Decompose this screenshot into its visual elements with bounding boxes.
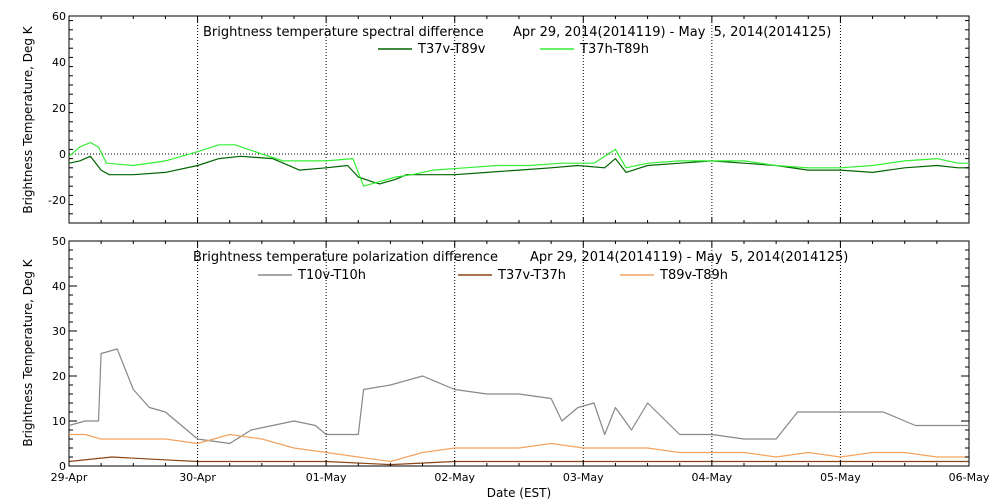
x-axis-tick-labels: 29-Apr 30-Apr 01-May 02-May 03-May 04-May 05-M… [51, 471, 990, 484]
y-tick-label: 0 [59, 460, 66, 473]
y-tick-label: 20 [52, 102, 66, 115]
x-tick-label: 30-Apr [179, 471, 216, 484]
x-ticks [68, 16, 970, 223]
y-tick-label: 0 [59, 148, 66, 161]
panel-series [68, 348, 969, 466]
legend-label: T37v-T89v [417, 42, 486, 57]
y-tick-label: 20 [52, 370, 66, 383]
panel-frame [68, 15, 970, 224]
panel-series [68, 141, 969, 187]
series-line-t37v-t37h [68, 456, 969, 466]
legend-label: T37v-T37h [497, 268, 566, 283]
x-tick-label: 29-Apr [51, 471, 88, 484]
legend-label: T37h-T89h [579, 42, 649, 57]
y-axis-label: Brightness Temperature, Deg K [21, 258, 35, 446]
y-tick-label: 40 [52, 56, 66, 69]
y-tick-label: -20 [48, 194, 66, 207]
panel-grid [69, 16, 969, 223]
spectral-difference-panel: -20 0 20 40 60 Brightness temperature spectr… [21, 10, 970, 224]
y-axis-label: Brightness Temperature, Deg K [21, 25, 35, 213]
x-tick-label: 06-May [949, 471, 990, 484]
x-tick-label: 04-May [691, 471, 732, 484]
legend-label: T89v-T89h [659, 268, 728, 283]
y-axis: 0 10 20 30 40 50 [52, 235, 969, 473]
legend: T10v-T10h T37v-T37h T89v-T89h [258, 268, 728, 283]
legend: T37v-T89v T37h-T89h [378, 42, 649, 57]
chart-title: Brightness temperature polarization diff… [193, 250, 498, 265]
chart-date-range: Apr 29, 2014(2014119) - May 5, 2014(2014… [530, 250, 848, 265]
polarization-difference-panel: 0 10 20 30 40 50 Brightness temperature polar… [21, 235, 970, 473]
x-tick-label: 02-May [434, 471, 475, 484]
y-tick-label: 40 [52, 280, 66, 293]
x-tick-label: 05-May [820, 471, 861, 484]
y-tick-label: 10 [52, 415, 66, 428]
series-line-t37h-t89h [68, 141, 969, 187]
x-tick-label: 03-May [563, 471, 604, 484]
legend-label: T10v-T10h [297, 268, 366, 283]
chart-date-range: Apr 29, 2014(2014119) - May 5, 2014(2014… [513, 25, 831, 40]
y-axis: -20 0 20 40 60 [48, 10, 969, 224]
series-line-t10v-t10h [68, 348, 969, 445]
y-tick-label: 50 [52, 235, 66, 248]
x-tick-label: 01-May [306, 471, 347, 484]
y-tick-label: 60 [52, 10, 66, 23]
y-tick-label: 30 [52, 325, 66, 338]
series-line-t37v-t89v [68, 155, 969, 185]
x-axis-label: Date (EST) [487, 486, 551, 500]
x-ticks [68, 241, 970, 466]
series-line-t89v-t89h [69, 433, 969, 463]
chart-title: Brightness temperature spectral differen… [203, 25, 484, 40]
